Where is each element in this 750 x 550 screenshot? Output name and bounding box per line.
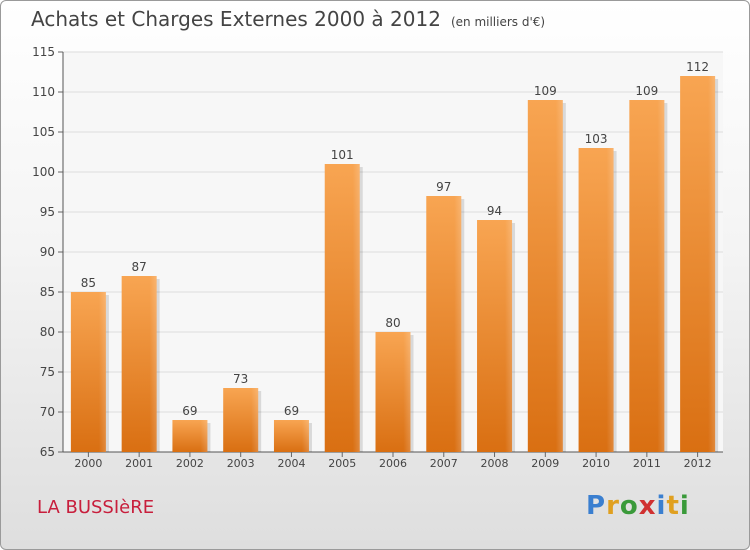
bar-highlight xyxy=(273,420,309,452)
x-tick-label: 2009 xyxy=(531,457,559,470)
y-tick-label: 70 xyxy=(40,405,55,419)
bar-highlight xyxy=(121,276,157,452)
x-tick-label: 2012 xyxy=(684,457,712,470)
value-label: 80 xyxy=(385,316,400,330)
logo-letter: i xyxy=(656,491,667,521)
y-tick-label: 80 xyxy=(40,325,55,339)
y-tick-label: 75 xyxy=(40,365,55,379)
y-tick-label: 90 xyxy=(40,245,55,259)
bar-highlight xyxy=(680,76,716,452)
x-tick-label: 2002 xyxy=(176,457,204,470)
x-tick-label: 2005 xyxy=(328,457,356,470)
logo-letter: t xyxy=(666,491,680,521)
chart-title: Achats et Charges Externes 2000 à 2012 (e… xyxy=(31,7,545,31)
value-label: 97 xyxy=(436,180,451,194)
bar-highlight xyxy=(477,220,513,452)
location-name: LA BUSSIèRE xyxy=(37,497,155,518)
y-tick-label: 85 xyxy=(40,285,55,299)
y-tick-label: 115 xyxy=(32,45,55,59)
value-label: 85 xyxy=(81,276,96,290)
x-tick-label: 2004 xyxy=(277,457,305,470)
value-label: 94 xyxy=(487,204,502,218)
bar-highlight xyxy=(426,196,462,452)
chart-title-text: Achats et Charges Externes 2000 à 2012 xyxy=(31,7,441,31)
logo-letter: P xyxy=(586,491,607,521)
x-tick-label: 2007 xyxy=(430,457,458,470)
bar-highlight xyxy=(223,388,259,452)
value-label: 69 xyxy=(284,404,299,418)
value-label: 109 xyxy=(534,84,557,98)
value-label: 73 xyxy=(233,372,248,386)
value-label: 69 xyxy=(182,404,197,418)
bar-highlight xyxy=(324,164,360,452)
logo-letter: o xyxy=(619,491,639,521)
x-tick-label: 2003 xyxy=(227,457,255,470)
value-label: 109 xyxy=(635,84,658,98)
bar-highlight xyxy=(629,100,665,452)
logo-letter: r xyxy=(606,491,620,521)
logo-letter: x xyxy=(638,491,657,521)
y-tick-label: 95 xyxy=(40,205,55,219)
y-tick-label: 65 xyxy=(40,445,55,459)
x-tick-label: 2010 xyxy=(582,457,610,470)
chart-subtitle: (en milliers d'€) xyxy=(450,15,546,29)
x-tick-label: 2000 xyxy=(74,457,102,470)
bar-highlight xyxy=(578,148,614,452)
x-tick-label: 2006 xyxy=(379,457,407,470)
value-label: 103 xyxy=(585,132,608,146)
bar-highlight xyxy=(375,332,411,452)
y-tick-label: 105 xyxy=(32,125,55,139)
x-tick-label: 2001 xyxy=(125,457,153,470)
bar-highlight xyxy=(172,420,208,452)
proxiti-logo: Proxiti xyxy=(586,491,690,521)
x-tick-label: 2011 xyxy=(633,457,661,470)
logo-letter: i xyxy=(679,491,690,521)
value-label: 101 xyxy=(331,148,354,162)
value-label: 87 xyxy=(132,260,147,274)
y-tick-label: 110 xyxy=(32,85,55,99)
value-label: 112 xyxy=(686,60,709,74)
bar-highlight xyxy=(527,100,563,452)
x-tick-label: 2008 xyxy=(481,457,509,470)
bar-highlight xyxy=(70,292,106,452)
y-tick-label: 100 xyxy=(32,165,55,179)
